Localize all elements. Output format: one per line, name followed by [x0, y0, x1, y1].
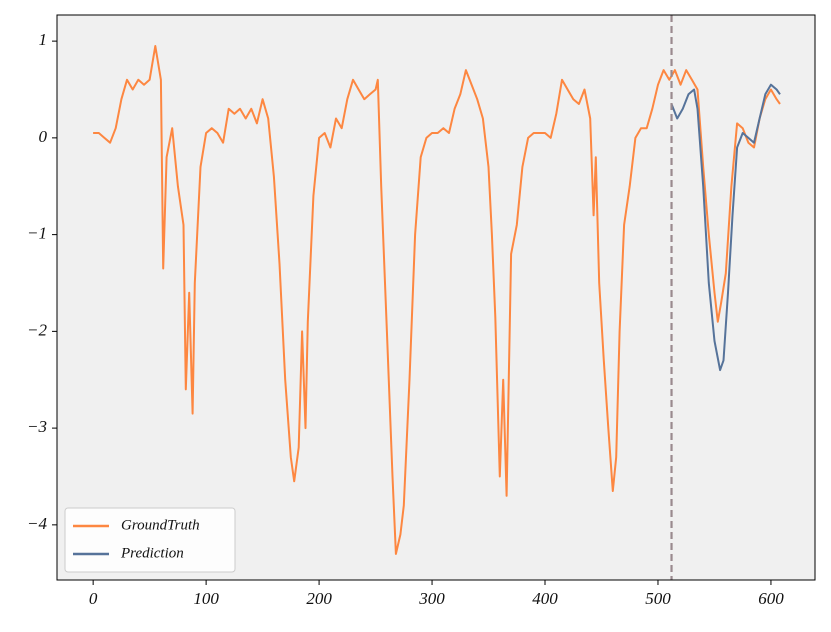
y-tick-label: 0 [39, 127, 48, 146]
x-tick-label: 600 [758, 589, 784, 608]
y-tick-label: 1 [39, 30, 48, 49]
x-tick-label: 0 [89, 589, 98, 608]
legend-label: Prediction [120, 545, 184, 561]
plot-frame [56, 14, 816, 581]
x-tick-label: 500 [645, 589, 671, 608]
y-tick-label: −3 [27, 417, 47, 436]
y-tick-label: −2 [27, 320, 47, 339]
series-line [93, 45, 781, 555]
x-tick-label: 400 [532, 589, 558, 608]
x-tick-label: 300 [418, 589, 445, 608]
legend-box [64, 507, 236, 573]
x-tick-label: 200 [306, 589, 332, 608]
x-tick-label: 100 [193, 589, 219, 608]
y-tick-label: −4 [27, 514, 47, 533]
legend-label: GroundTruth [121, 517, 200, 533]
plot-background [57, 15, 815, 580]
series-line [670, 83, 781, 372]
y-tick-label: −1 [27, 224, 47, 243]
